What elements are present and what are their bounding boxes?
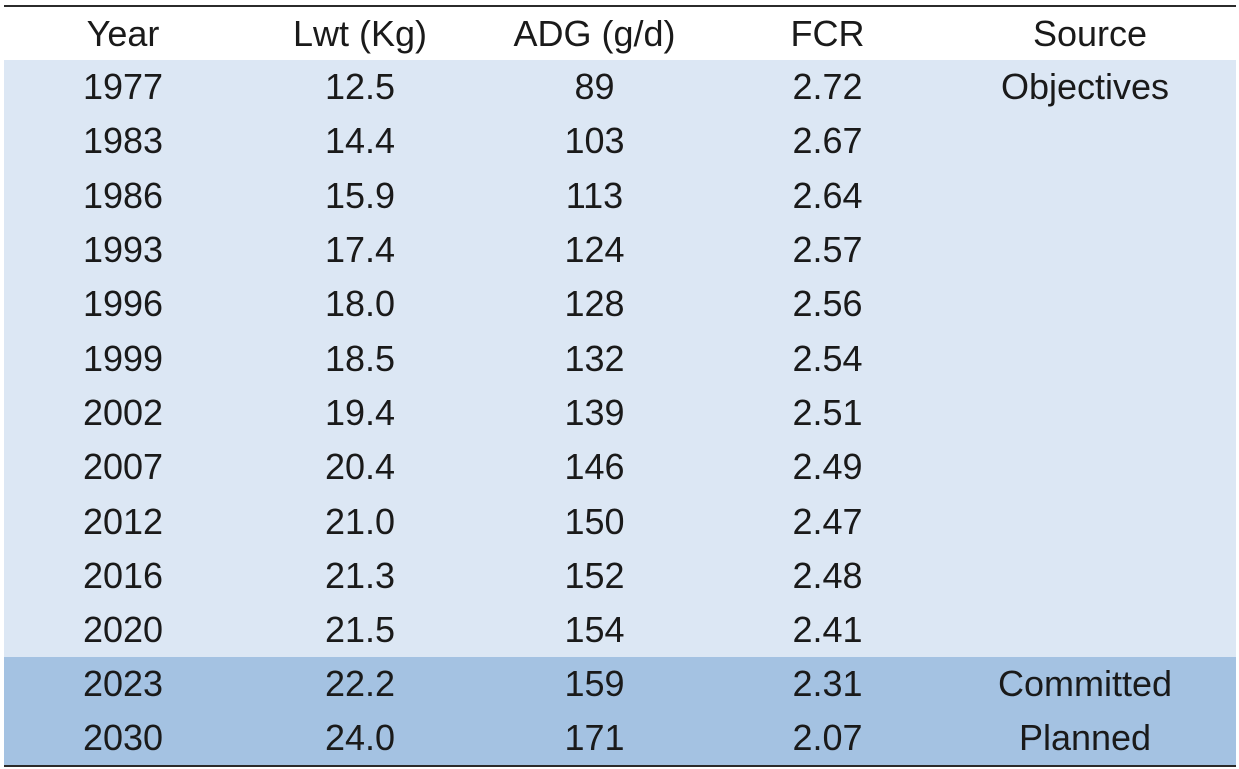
year-cell: 2007 bbox=[82, 446, 164, 488]
year-cell: 2012 bbox=[82, 500, 164, 542]
fcr-cell: 2.07 bbox=[792, 717, 863, 759]
lwt-cell: 17.4 bbox=[324, 229, 396, 271]
source-cell bbox=[944, 223, 1236, 277]
fcr-cell: 2.41 bbox=[792, 609, 863, 651]
fcr-cell: 2.47 bbox=[792, 500, 863, 542]
lwt-cell: 24.0 bbox=[324, 717, 396, 759]
fcr-cell: 2.67 bbox=[792, 120, 863, 162]
column-header-source: Source bbox=[1032, 12, 1148, 54]
table-row: 1977 12.5 89 2.72 Objectives bbox=[4, 60, 1236, 115]
adg-cell: 113 bbox=[565, 174, 624, 216]
year-cell: 1977 bbox=[82, 66, 164, 108]
adg-cell: 132 bbox=[564, 337, 625, 379]
column-header-fcr: FCR bbox=[790, 12, 865, 54]
year-cell: 1999 bbox=[82, 337, 164, 379]
lwt-cell: 19.4 bbox=[324, 391, 396, 433]
table-row: 1993 17.4 124 2.57 bbox=[4, 222, 1236, 278]
source-cell bbox=[944, 494, 1236, 548]
table-row: 2012 21.0 150 2.47 bbox=[4, 494, 1236, 549]
source-cell bbox=[944, 331, 1236, 385]
source-cell bbox=[944, 386, 1236, 440]
table-row: 2016 21.3 152 2.48 bbox=[4, 548, 1236, 603]
adg-cell: 150 bbox=[564, 500, 625, 542]
table-header: Year Lwt (Kg) ADG (g/d) FCR Source bbox=[4, 6, 1236, 60]
table-row: 1986 15.9 113 2.64 bbox=[4, 168, 1236, 223]
source-cell bbox=[944, 169, 1236, 223]
column-header-lwt: Lwt (Kg) bbox=[292, 12, 428, 54]
lwt-cell: 14.4 bbox=[324, 120, 396, 162]
year-cell: 2016 bbox=[82, 554, 164, 596]
year-cell: 1996 bbox=[82, 283, 164, 325]
year-cell: 2002 bbox=[82, 391, 164, 433]
data-table: Year Lwt (Kg) ADG (g/d) FCR Source 1977 1… bbox=[4, 5, 1236, 767]
table-row: 2023 22.2 159 2.31 Committed bbox=[4, 657, 1236, 712]
year-cell: 1983 bbox=[82, 120, 164, 162]
adg-cell: 139 bbox=[564, 391, 625, 433]
source-cell bbox=[944, 440, 1236, 494]
column-header-adg: ADG (g/d) bbox=[513, 12, 676, 54]
fcr-cell: 2.51 bbox=[792, 391, 863, 433]
table-row: 2002 19.4 139 2.51 bbox=[4, 385, 1236, 441]
fcr-cell: 2.57 bbox=[792, 229, 863, 271]
fcr-cell: 2.64 bbox=[792, 174, 863, 216]
fcr-cell: 2.48 bbox=[792, 554, 863, 596]
fcr-cell: 2.56 bbox=[792, 283, 863, 325]
table-row: 2030 24.0 171 2.07 Planned bbox=[4, 711, 1236, 766]
year-cell: 2030 bbox=[82, 717, 164, 759]
header-row: Year Lwt (Kg) ADG (g/d) FCR Source bbox=[4, 6, 1236, 60]
year-cell: 1993 bbox=[82, 229, 164, 271]
fcr-cell: 2.49 bbox=[792, 446, 863, 488]
source-cell: Planned bbox=[1018, 717, 1152, 759]
year-cell: 2020 bbox=[82, 609, 164, 651]
lwt-cell: 21.0 bbox=[324, 500, 396, 542]
column-header-year: Year bbox=[86, 12, 160, 54]
adg-cell: 128 bbox=[564, 283, 625, 325]
table-row: 1983 14.4 103 2.67 bbox=[4, 114, 1236, 169]
source-cell bbox=[944, 603, 1236, 657]
adg-cell: 146 bbox=[564, 446, 625, 488]
year-cell: 2023 bbox=[82, 663, 164, 705]
lwt-cell: 18.5 bbox=[324, 337, 396, 379]
source-cell bbox=[944, 277, 1236, 331]
adg-cell: 124 bbox=[564, 229, 625, 271]
adg-cell: 152 bbox=[564, 554, 625, 596]
year-cell: 1986 bbox=[82, 174, 164, 216]
adg-cell: 89 bbox=[574, 66, 615, 108]
fcr-cell: 2.54 bbox=[792, 337, 863, 379]
table-row: 2007 20.4 146 2.49 bbox=[4, 440, 1236, 495]
source-cell bbox=[944, 114, 1236, 168]
table-row: 2020 21.5 154 2.41 bbox=[4, 602, 1236, 658]
lwt-cell: 18.0 bbox=[324, 283, 396, 325]
fcr-cell: 2.72 bbox=[792, 66, 863, 108]
lwt-cell: 21.3 bbox=[324, 554, 396, 596]
lwt-cell: 15.9 bbox=[324, 174, 396, 216]
adg-cell: 154 bbox=[564, 609, 625, 651]
table-body: 1977 12.5 89 2.72 Objectives 1983 14.4 103 2.67 1… bbox=[4, 60, 1236, 766]
fcr-cell: 2.31 bbox=[792, 663, 863, 705]
source-cell: Objectives bbox=[1000, 66, 1170, 108]
adg-cell: 171 bbox=[564, 717, 625, 759]
adg-cell: 159 bbox=[564, 663, 625, 705]
lwt-cell: 21.5 bbox=[324, 609, 396, 651]
adg-cell: 103 bbox=[564, 120, 625, 162]
lwt-cell: 12.5 bbox=[324, 66, 396, 108]
lwt-cell: 22.2 bbox=[324, 663, 396, 705]
table-row: 1996 18.0 128 2.56 bbox=[4, 277, 1236, 332]
lwt-cell: 20.4 bbox=[324, 446, 396, 488]
source-cell: Committed bbox=[997, 663, 1173, 705]
table-row: 1999 18.5 132 2.54 bbox=[4, 331, 1236, 386]
source-cell bbox=[944, 549, 1236, 603]
